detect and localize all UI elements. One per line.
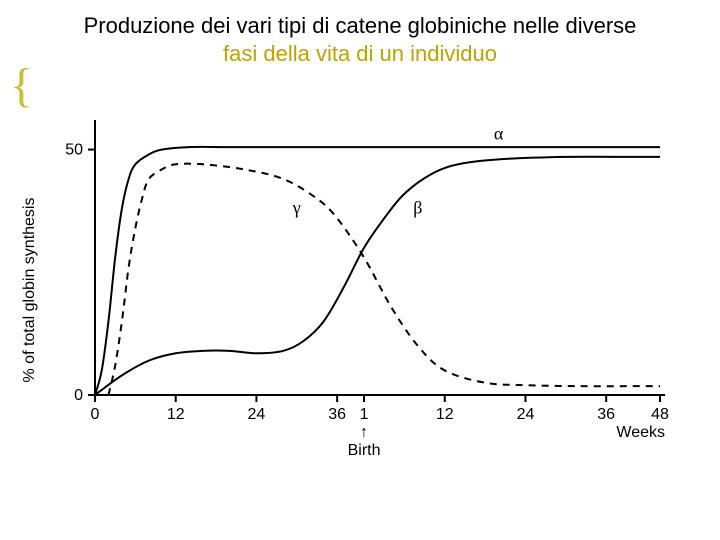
x-tick-label: 12 (167, 406, 185, 423)
series-label-gamma: γ (292, 197, 301, 217)
y-axis-label: % of total globin synthesis (21, 198, 39, 383)
x-tick-label: 36 (597, 406, 615, 423)
series-beta (95, 157, 660, 395)
x-tick-label: 0 (91, 406, 100, 423)
x-tick-label: 48 (651, 406, 669, 423)
y-tick-label: 50 (65, 142, 83, 159)
chart-svg: 0 50 0 12 24 36 1 12 24 36 48Weeks ↑Birth α β γ (40, 110, 680, 470)
title-line2: fasi della vita di un individuo (223, 41, 497, 66)
x-axis-unit-label: Weeks (616, 424, 665, 441)
x-tick-label: 1 (360, 406, 369, 423)
series-label-alpha: α (494, 124, 504, 144)
decorative-brace: { (10, 62, 33, 110)
title-line1: Produzione dei vari tipi di catene globi… (84, 13, 637, 38)
x-tick-label: 12 (436, 406, 454, 423)
globin-chart: % of total globin synthesis 050012243611… (40, 110, 680, 470)
series-alpha (95, 147, 660, 395)
slide-title: Produzione dei vari tipi di catene globi… (50, 12, 670, 67)
y-tick-label: 0 (74, 387, 83, 404)
x-tick-label: 24 (248, 406, 266, 423)
series-label-beta: β (413, 197, 422, 217)
birth-label: Birth (348, 442, 381, 459)
x-tick-label: 36 (328, 406, 346, 423)
series-gamma (108, 164, 660, 395)
x-tick-label: 24 (517, 406, 535, 423)
birth-arrow: ↑ (360, 424, 368, 441)
